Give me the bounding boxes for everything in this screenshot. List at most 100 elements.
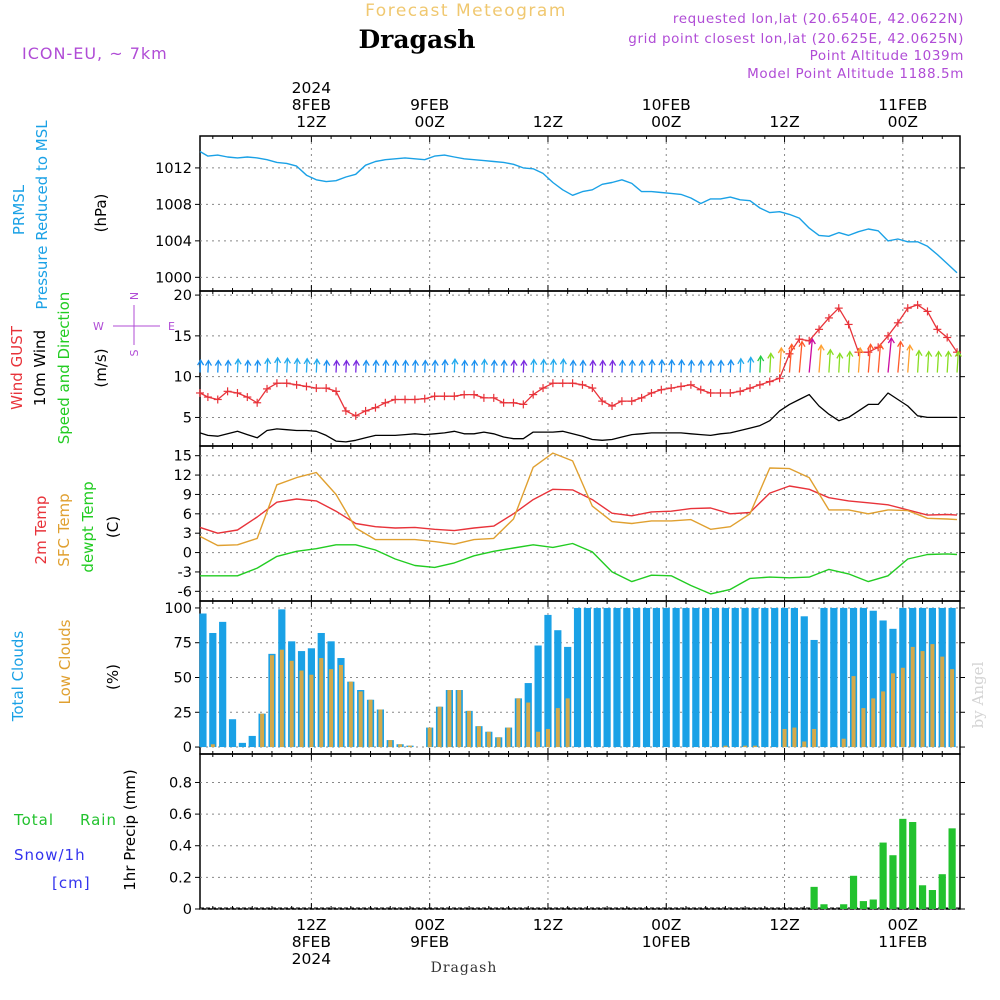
label-ms: (m/s) [92,348,110,387]
wind-direction-arrow [847,351,851,373]
wind-direction-arrow [670,360,673,373]
total-cloud-bar [248,735,256,748]
wind-direction-arrow [502,360,505,373]
wind-series [196,300,962,443]
wind-arrow-head [372,359,380,366]
wind-arrow-head [520,359,528,366]
wind-direction-arrow [552,359,555,373]
pressure-panel-frame [199,135,961,292]
total-cloud-bar [672,607,680,748]
wind-arrow-head [589,359,597,366]
low-cloud-bar [358,691,363,748]
product-title: Forecast Meteogram [365,1,567,21]
wind-direction-arrow [276,357,279,373]
compass-s: S [128,349,141,356]
wind-direction-arrow [690,360,693,373]
low-cloud-bar [841,738,846,748]
rain-bar [918,885,927,909]
temp-sfc-line [199,452,958,547]
time-label-bottom: 00Z [415,916,445,934]
cloud-bars [199,607,956,748]
wind-direction-arrow [522,360,525,373]
low-cloud-bar [486,731,491,748]
wind-arrow-head [441,358,449,366]
wind-direction-arrow [483,359,486,373]
wind-direction-arrow [335,360,338,373]
y-tick-label: 1012 [155,161,192,177]
rain-bar [909,822,917,909]
label-prmsl: PRMSL [10,184,28,235]
rain-bar [879,842,887,909]
wind-direction-arrow [887,338,893,373]
low-cloud-bar [427,727,432,748]
total-cloud-bar [544,614,552,748]
wind-direction-arrow [512,360,515,373]
wind-direction-arrow [907,345,911,373]
pressure-series [199,150,958,274]
location-title: Dragash [359,25,476,54]
wind-arrow-head [817,344,825,351]
y-tick-label: 6 [183,507,192,523]
wind-direction-arrow [897,341,902,373]
wind-direction-arrow [404,360,407,373]
total-cloud-bar [228,719,237,748]
wind-arrow-head [224,359,232,366]
wind-direction-arrow [936,351,940,373]
wind-arrow-head [668,358,676,366]
total-cloud-bar [800,616,808,748]
total-cloud-bar [751,607,759,748]
wind-arrow-head [540,358,548,366]
time-label-bottom: 12Z [769,916,799,934]
wind-direction-arrow [325,360,328,373]
y-tick-label: 0.8 [169,775,192,791]
total-cloud-bar [209,632,217,748]
y-tick-label: 25 [174,705,192,721]
wind-direction-arrow [650,360,653,373]
low-cloud-bar [861,708,866,748]
wind-arrow-head [234,357,242,365]
low-cloud-bar [555,708,560,748]
wind-direction-arrow [818,345,822,373]
wind-arrow-head [808,337,816,345]
y-tick-label: 10 [174,370,192,386]
low-cloud-bar [447,690,452,748]
time-label-top: 12Z [296,113,326,131]
wind-direction-arrow [946,351,950,373]
low-cloud-bar [260,713,265,748]
wind-arrow-head [609,359,617,366]
wind-direction-arrow [591,360,594,373]
total-cloud-bar [820,607,828,748]
y-tick-label: 1000 [155,270,192,286]
wind-direction-arrow [384,360,387,373]
wind-arrow-head [856,346,864,354]
y-tick-label: -6 [178,584,192,600]
time-label-bottom: 00Z [651,916,681,934]
wind-direction-arrow [778,347,782,373]
total-cloud-bar [534,645,542,748]
label-pressure-msl: Pressure Reduced to MSL [33,120,51,310]
wind-arrow-head [451,357,459,365]
low-cloud-bar [812,728,817,748]
wind-arrow-head [747,356,755,363]
total-cloud-bar [554,630,562,748]
wind-arrow-head [352,359,360,366]
wind-arrow-head [737,357,745,365]
temp-2m-line [199,485,958,534]
low-cloud-bar [348,681,353,748]
wind-arrow-head [382,359,390,366]
wind-direction-arrow [956,351,959,373]
label-snow-1h: Snow/1h [14,846,86,864]
wind-arrow-head [658,358,666,366]
wind-arrow-head [788,343,796,350]
wind-arrow-head [283,357,291,364]
wind-direction-arrow [443,360,446,373]
wind-arrow-head [678,358,686,366]
wind-arrow-head [500,359,508,366]
wind-arrow-head [530,358,538,366]
wind-arrow-head [313,357,321,365]
low-cloud-bar [565,698,570,748]
precip-bars [200,818,960,909]
y-tick-label: 12 [174,468,192,484]
label-hpa: (hPa) [92,194,110,233]
label-sfc-temp: SFC Temp [55,493,73,566]
